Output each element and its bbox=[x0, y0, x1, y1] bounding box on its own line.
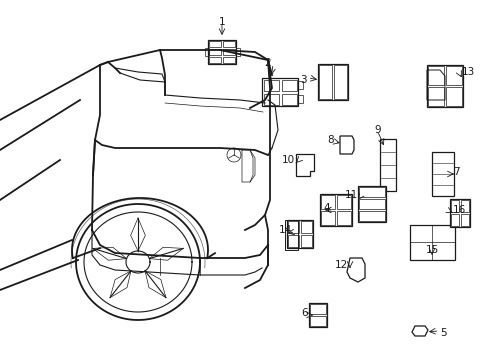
Text: 14: 14 bbox=[278, 225, 291, 235]
Bar bbox=[208, 41, 221, 47]
Bar bbox=[445, 66, 461, 85]
Text: 13: 13 bbox=[461, 67, 474, 77]
Bar bbox=[431, 152, 453, 196]
Bar bbox=[223, 57, 235, 63]
Bar bbox=[301, 235, 311, 247]
Bar bbox=[320, 211, 334, 225]
Text: 1: 1 bbox=[218, 17, 225, 27]
Text: 2: 2 bbox=[264, 58, 270, 68]
Bar bbox=[287, 235, 298, 247]
Bar bbox=[358, 187, 384, 197]
Bar bbox=[426, 65, 462, 107]
Bar bbox=[460, 200, 468, 212]
Bar bbox=[236, 48, 240, 56]
Bar bbox=[297, 95, 303, 103]
Bar bbox=[358, 211, 384, 221]
Bar bbox=[449, 199, 469, 227]
Bar bbox=[450, 200, 458, 212]
Text: 9: 9 bbox=[374, 125, 381, 135]
Bar bbox=[317, 64, 347, 100]
Bar bbox=[204, 48, 208, 56]
Text: 4: 4 bbox=[323, 203, 329, 213]
Bar bbox=[427, 87, 443, 106]
Bar bbox=[223, 49, 235, 55]
Polygon shape bbox=[339, 136, 353, 154]
Text: 3: 3 bbox=[300, 75, 306, 85]
Bar bbox=[358, 199, 384, 209]
Bar bbox=[336, 195, 350, 209]
Bar bbox=[450, 214, 458, 226]
Bar bbox=[336, 211, 350, 225]
Bar bbox=[460, 214, 468, 226]
Bar bbox=[281, 94, 296, 104]
Bar bbox=[309, 304, 325, 314]
Text: 10: 10 bbox=[281, 155, 294, 165]
Bar bbox=[208, 49, 221, 55]
Bar bbox=[309, 316, 325, 326]
Bar bbox=[357, 186, 385, 222]
Text: 6: 6 bbox=[301, 308, 307, 318]
Text: 12: 12 bbox=[334, 260, 347, 270]
Bar bbox=[320, 195, 334, 209]
Text: 8: 8 bbox=[326, 135, 333, 145]
Polygon shape bbox=[346, 258, 364, 282]
Bar bbox=[263, 94, 278, 104]
Bar bbox=[287, 221, 298, 233]
Bar bbox=[319, 194, 351, 226]
Bar bbox=[333, 65, 346, 99]
Bar bbox=[223, 41, 235, 47]
Text: 5: 5 bbox=[439, 328, 446, 338]
Bar bbox=[286, 220, 312, 248]
Bar bbox=[208, 57, 221, 63]
Bar bbox=[301, 221, 311, 233]
Polygon shape bbox=[411, 326, 427, 336]
Text: 15: 15 bbox=[425, 245, 438, 255]
Bar bbox=[297, 81, 303, 89]
Bar bbox=[445, 87, 461, 106]
Bar bbox=[308, 303, 326, 327]
Bar bbox=[207, 40, 236, 64]
Text: 11: 11 bbox=[344, 190, 357, 200]
Bar bbox=[262, 78, 297, 106]
Bar bbox=[263, 80, 278, 90]
Text: 16: 16 bbox=[452, 205, 465, 215]
Text: 7: 7 bbox=[452, 167, 459, 177]
Polygon shape bbox=[295, 154, 313, 176]
Bar bbox=[318, 65, 331, 99]
Bar bbox=[281, 80, 296, 90]
Bar bbox=[427, 66, 443, 85]
Bar bbox=[379, 139, 395, 191]
